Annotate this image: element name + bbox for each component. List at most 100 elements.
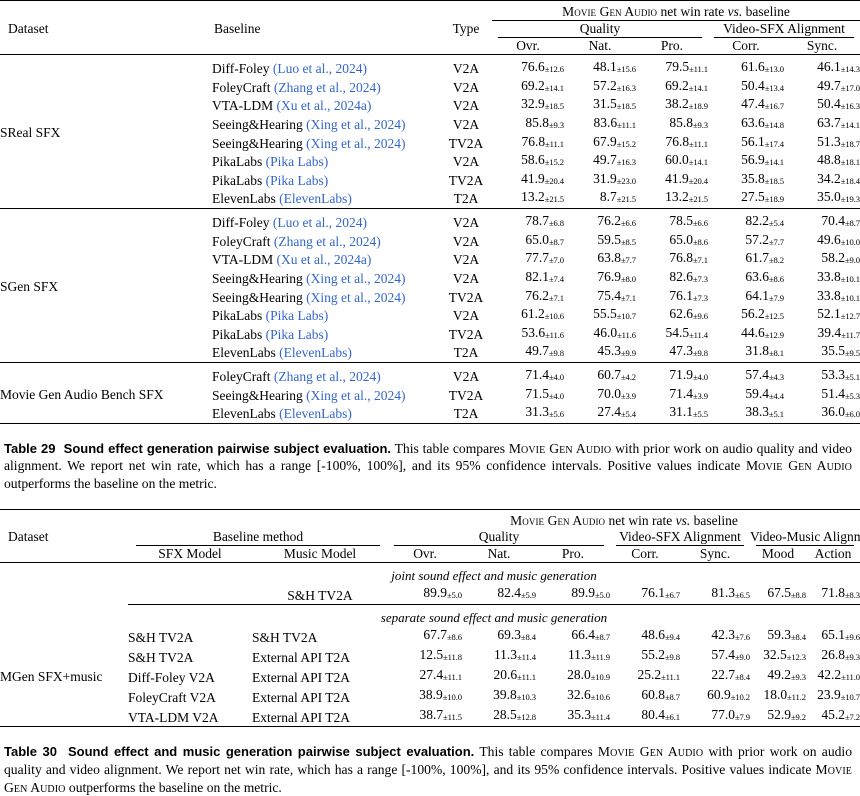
- dataset-label: SReal SFX: [0, 125, 61, 141]
- header30-baseline-method: Baseline method: [212, 528, 304, 544]
- value-sync: 39.4±11.7: [817, 324, 860, 340]
- dataset-cell-empty: [0, 584, 128, 605]
- value-ovr: 49.7±9.8: [525, 343, 564, 359]
- baseline-cell: Diff-Foley (Luo et al., 2024): [212, 213, 440, 232]
- citation-link[interactable]: (Luo et al., 2024): [272, 61, 367, 77]
- value-corr: 64.1±7.9: [745, 287, 784, 303]
- header30-corr: Corr.: [631, 545, 659, 561]
- value-sync: 36.0±6.0: [821, 404, 860, 420]
- caption29-label: Table 29: [4, 440, 56, 456]
- value-action: 23.9±10.7: [817, 687, 860, 703]
- music-model-cell: S&H TV2A: [287, 587, 353, 603]
- table-29-toprule: [0, 0, 860, 4]
- caption-table-30: Table 30 Sound effect and music generati…: [4, 743, 852, 796]
- value-mood: 49.2±9.3: [767, 667, 806, 683]
- value-corr: 55.2±9.8: [641, 646, 680, 662]
- table-row: PikaLabs (Pika Labs) V2A 61.2±10.6 55.5±10.…: [0, 306, 860, 325]
- citation-link[interactable]: (Pika Labs): [265, 326, 329, 342]
- type-cell: V2A: [452, 270, 480, 286]
- baseline-name: Diff-Foley: [212, 215, 273, 231]
- table-row: VTA-LDM (Xu et al., 2024a) V2A 32.9±18.5 31…: [0, 96, 860, 115]
- citation-link[interactable]: (Pika Labs): [265, 154, 329, 170]
- table-30-header-row: Dataset Baseline method Quality Video-SF…: [0, 529, 860, 545]
- value-corr: 61.6±13.0: [741, 59, 784, 75]
- type-cell: V2A: [452, 116, 480, 132]
- type-cell: T2A: [453, 345, 479, 361]
- citation-link[interactable]: (Xu et al., 2024a): [276, 98, 372, 114]
- citation-link[interactable]: (ElevenLabs): [279, 345, 352, 361]
- citation-link[interactable]: (Xing et al., 2024): [306, 387, 406, 403]
- citation-link[interactable]: (ElevenLabs): [279, 191, 352, 207]
- sfx-model-cell: Diff-Foley V2A: [128, 670, 215, 686]
- header30-video-sfx-alignment: Video-SFX Alignment: [619, 528, 741, 544]
- citation-link[interactable]: (Xing et al., 2024): [306, 135, 406, 151]
- value-ovr: 71.4±4.0: [525, 367, 564, 383]
- value-ovr: 31.3±5.6: [525, 404, 564, 420]
- table-29-bottomrule: [0, 422, 860, 426]
- value-pro: 76.8±11.1: [665, 133, 708, 149]
- header-baseline: Baseline: [214, 21, 261, 36]
- value-nat: 39.8±10.3: [493, 687, 536, 703]
- value-ovr: 76.2±7.1: [525, 287, 564, 303]
- value-pro: 76.8±7.1: [669, 250, 708, 266]
- value-corr: 31.8±8.1: [745, 343, 784, 359]
- value-corr: 63.6±8.6: [745, 268, 784, 284]
- value-pro: 60.0±14.1: [665, 152, 708, 168]
- baseline-cell: ElevenLabs (ElevenLabs): [212, 343, 440, 362]
- table-30: Movie Gen Audio net win rate vs. baselin…: [0, 508, 860, 730]
- baseline-cell: Seeing&Hearing (Xing et al., 2024): [212, 269, 440, 288]
- citation-link[interactable]: (ElevenLabs): [279, 406, 352, 422]
- value-nat: 70.0±3.9: [597, 385, 636, 401]
- citation-link[interactable]: (Zhang et al., 2024): [273, 79, 381, 95]
- sfx-model-cell: VTA-LDM V2A: [128, 710, 219, 726]
- header-baseline-text: baseline: [742, 4, 790, 19]
- citation-link[interactable]: (Xing et al., 2024): [306, 270, 406, 286]
- citation-link[interactable]: (Zhang et al., 2024): [273, 369, 381, 385]
- value-sync: 33.8±10.1: [817, 287, 860, 303]
- value-pro: 76.1±7.3: [669, 287, 708, 303]
- baseline-name: FoleyCraft: [212, 79, 274, 95]
- value-nat: 75.4±7.1: [597, 287, 636, 303]
- value-nat: 60.7±4.2: [597, 367, 636, 383]
- header-net-win-rate: Movie Gen Audio net win rate vs. baselin…: [492, 4, 860, 20]
- type-cell: T2A: [453, 191, 479, 207]
- value-nat: 69.3±8.4: [497, 626, 536, 642]
- citation-link[interactable]: (Xu et al., 2024a): [276, 252, 372, 268]
- value-ovr: 38.7±11.5: [419, 707, 462, 723]
- value-action: 71.8±8.3: [821, 584, 860, 600]
- citation-link[interactable]: (Pika Labs): [265, 308, 329, 324]
- value-nat: 8.7±21.5: [599, 189, 636, 205]
- citation-link[interactable]: (Xing et al., 2024): [306, 116, 406, 132]
- value-pro: 71.4±3.9: [669, 385, 708, 401]
- value-nat: 49.7±16.3: [593, 152, 636, 168]
- citation-link[interactable]: (Luo et al., 2024): [272, 215, 367, 231]
- value-ovr: 89.9±5.0: [423, 584, 462, 600]
- header-netwin-text: net win rate: [657, 4, 728, 19]
- header-ovr: Ovr.: [516, 38, 540, 53]
- value-pro: 32.6±10.6: [567, 687, 610, 703]
- value-sync: 70.4±8.7: [821, 213, 860, 229]
- value-pro: 69.2±14.1: [665, 77, 708, 93]
- value-pro: 82.6±7.3: [669, 268, 708, 284]
- value-sync: 34.2±18.4: [817, 170, 860, 186]
- citation-link[interactable]: (Pika Labs): [265, 172, 329, 188]
- caption29-bold: Sound effect generation pairwise subject…: [63, 440, 391, 456]
- type-cell: TV2A: [448, 387, 484, 403]
- table-29-rule-under-subgroups: [0, 37, 860, 38]
- table-30-bottomrule: [0, 726, 860, 730]
- baseline-cell: FoleyCraft (Zhang et al., 2024): [212, 78, 440, 97]
- value-corr: 57.4±4.3: [745, 367, 784, 383]
- value-pro: 31.1±5.5: [669, 404, 708, 420]
- value-corr: 82.2±5.4: [745, 213, 784, 229]
- citation-link[interactable]: (Zhang et al., 2024): [273, 233, 381, 249]
- baseline-cell: Diff-Foley (Luo et al., 2024): [212, 59, 440, 78]
- value-ovr: 71.5±4.0: [525, 385, 564, 401]
- baseline-name: ElevenLabs: [212, 191, 280, 207]
- baseline-name: Seeing&Hearing: [212, 135, 307, 151]
- type-cell: TV2A: [448, 172, 484, 188]
- citation-link[interactable]: (Xing et al., 2024): [306, 289, 406, 305]
- type-cell: V2A: [452, 98, 480, 114]
- value-corr: 80.4±6.1: [641, 707, 680, 723]
- value-sync: 49.6±10.0: [817, 231, 860, 247]
- value-ovr: 41.9±20.4: [521, 170, 564, 186]
